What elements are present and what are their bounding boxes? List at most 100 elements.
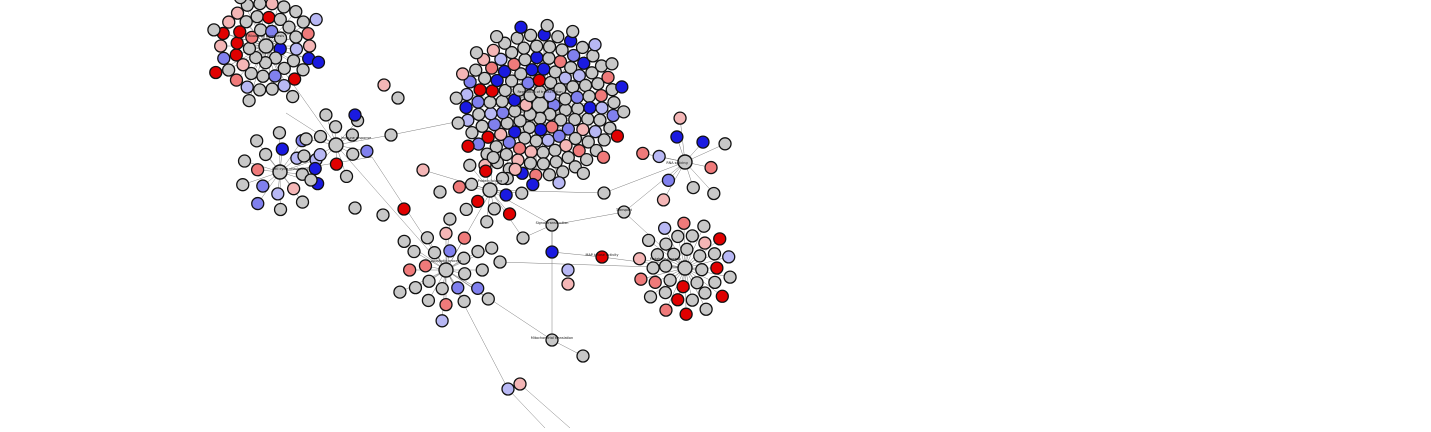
gene-node[interactable]: [583, 90, 595, 102]
gene-node[interactable]: [394, 286, 406, 298]
gene-node[interactable]: [694, 250, 706, 262]
gene-node[interactable]: [538, 63, 550, 75]
hub-node[interactable]: [439, 263, 453, 277]
gene-node[interactable]: [519, 54, 531, 66]
gene-node[interactable]: [645, 291, 657, 303]
gene-node[interactable]: [476, 264, 488, 276]
gene-node[interactable]: [472, 195, 484, 207]
gene-node[interactable]: [686, 294, 698, 306]
gene-node[interactable]: [572, 103, 584, 115]
gene-node[interactable]: [508, 58, 520, 70]
gene-node[interactable]: [436, 315, 448, 327]
gene-node[interactable]: [531, 52, 543, 64]
gene-node[interactable]: [263, 11, 275, 23]
gene-node[interactable]: [705, 162, 717, 174]
gene-node[interactable]: [230, 74, 242, 86]
gene-node[interactable]: [290, 6, 302, 18]
gene-node[interactable]: [544, 41, 556, 53]
gene-node[interactable]: [239, 155, 251, 167]
gene-node[interactable]: [460, 101, 472, 113]
gene-node[interactable]: [709, 276, 721, 288]
gene-node[interactable]: [472, 282, 484, 294]
gene-node[interactable]: [309, 163, 321, 175]
gene-node[interactable]: [349, 109, 361, 121]
gene-node[interactable]: [537, 158, 549, 170]
gene-node[interactable]: [471, 47, 483, 59]
gene-node[interactable]: [577, 167, 589, 179]
gene-node[interactable]: [660, 260, 672, 272]
gene-node[interactable]: [314, 131, 326, 143]
gene-node[interactable]: [584, 102, 596, 114]
gene-node[interactable]: [598, 187, 610, 199]
gene-node[interactable]: [251, 11, 263, 23]
gene-node[interactable]: [488, 119, 500, 131]
gene-node[interactable]: [530, 135, 542, 147]
gene-node[interactable]: [491, 31, 503, 43]
gene-node[interactable]: [278, 80, 290, 92]
gene-node[interactable]: [708, 188, 720, 200]
gene-node[interactable]: [458, 232, 470, 244]
gene-node[interactable]: [500, 189, 512, 201]
gene-node[interactable]: [709, 248, 721, 260]
gene-node[interactable]: [452, 117, 464, 129]
gene-node[interactable]: [419, 260, 431, 272]
gene-node[interactable]: [549, 144, 561, 156]
gene-node[interactable]: [509, 105, 521, 117]
gene-node[interactable]: [408, 246, 420, 258]
gene-node[interactable]: [633, 253, 645, 265]
gene-node[interactable]: [452, 282, 464, 294]
gene-node[interactable]: [671, 131, 683, 143]
gene-node[interactable]: [649, 276, 661, 288]
gene-node[interactable]: [472, 96, 484, 108]
gene-node[interactable]: [698, 220, 710, 232]
gene-node[interactable]: [444, 245, 456, 257]
gene-node[interactable]: [560, 140, 572, 152]
gene-node[interactable]: [696, 264, 708, 276]
gene-node[interactable]: [460, 203, 472, 215]
gene-node[interactable]: [462, 140, 474, 152]
hub-node[interactable]: [259, 39, 273, 53]
gene-node[interactable]: [567, 25, 579, 37]
gene-node[interactable]: [272, 188, 284, 200]
gene-node[interactable]: [257, 180, 269, 192]
gene-node[interactable]: [466, 178, 478, 190]
gene-node[interactable]: [444, 213, 456, 225]
gene-node[interactable]: [269, 70, 281, 82]
gene-node[interactable]: [527, 179, 539, 191]
gene-node[interactable]: [252, 164, 264, 176]
gene-node[interactable]: [481, 216, 493, 228]
gene-node[interactable]: [266, 83, 278, 95]
gene-node[interactable]: [484, 96, 496, 108]
gene-node[interactable]: [487, 44, 499, 56]
gene-node[interactable]: [453, 181, 465, 193]
gene-node[interactable]: [587, 50, 599, 62]
gene-node[interactable]: [278, 1, 290, 13]
gene-node[interactable]: [515, 21, 527, 33]
gene-node[interactable]: [724, 271, 736, 283]
gene-node[interactable]: [719, 138, 731, 150]
gene-node[interactable]: [251, 135, 263, 147]
gene-node[interactable]: [488, 203, 500, 215]
gene-node[interactable]: [417, 164, 429, 176]
gene-node[interactable]: [546, 246, 558, 258]
hub-node[interactable]: [678, 261, 692, 275]
gene-node[interactable]: [480, 165, 492, 177]
gene-node[interactable]: [464, 159, 476, 171]
gene-node[interactable]: [577, 350, 589, 362]
gene-node[interactable]: [304, 40, 316, 52]
gene-node[interactable]: [487, 151, 499, 163]
gene-node[interactable]: [485, 108, 497, 120]
gene-node[interactable]: [330, 158, 342, 170]
gene-node[interactable]: [494, 256, 506, 268]
gene-node[interactable]: [254, 84, 266, 96]
gene-node[interactable]: [289, 73, 301, 85]
gene-node[interactable]: [714, 233, 726, 245]
gene-node[interactable]: [275, 204, 287, 216]
gene-node[interactable]: [450, 92, 462, 104]
gene-node[interactable]: [606, 58, 618, 70]
gene-node[interactable]: [215, 40, 227, 52]
gene-node[interactable]: [496, 95, 508, 107]
gene-node[interactable]: [662, 174, 674, 186]
gene-node[interactable]: [611, 130, 623, 142]
gene-node[interactable]: [504, 208, 516, 220]
